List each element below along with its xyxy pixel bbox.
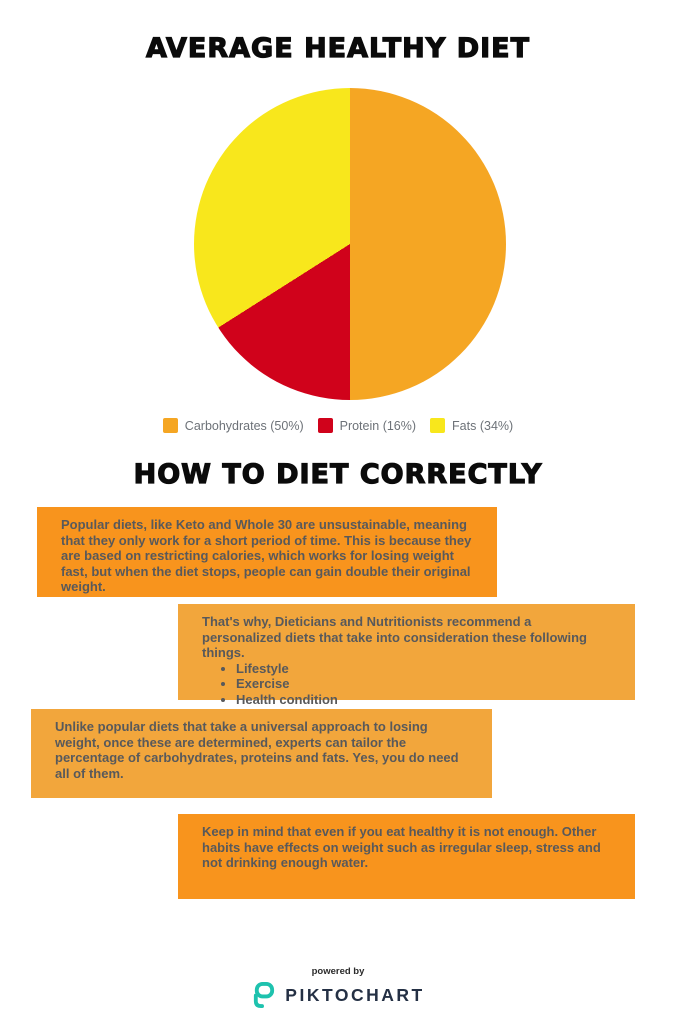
pie-chart [194, 88, 506, 400]
text-block-paragraph: Popular diets, like Keto and Whole 30 ar… [61, 517, 472, 594]
legend-label: Protein (16%) [339, 418, 417, 433]
piktochart-icon [251, 981, 276, 1010]
text-block-paragraph: That's why, Dieticians and Nutritionists… [202, 614, 587, 660]
text-block-other-habits: Keep in mind that even if you eat health… [178, 814, 635, 899]
bullet-item: Health condition [236, 692, 611, 708]
bullet-item: Exercise [236, 676, 611, 692]
legend-item: Protein (16%) [317, 418, 417, 433]
text-block-personalized-diets: That's why, Dieticians and Nutritionists… [178, 604, 635, 707]
text-block-paragraph: Unlike popular diets that take a univers… [55, 719, 459, 781]
legend-swatch-icon [317, 418, 333, 433]
text-block-popular-diets: Popular diets, like Keto and Whole 30 ar… [37, 507, 497, 597]
piktochart-logo: PIKTOCHART [0, 981, 676, 1010]
page-title: AVERAGE HEALTHY DIET [145, 32, 531, 64]
text-block-paragraph: Keep in mind that even if you eat health… [202, 824, 601, 870]
section-title: HOW TO DIET CORRECTLY [133, 458, 543, 490]
legend-item: Fats (34%) [430, 418, 513, 433]
legend-swatch-icon [430, 418, 446, 433]
text-block-universal-approach: Unlike popular diets that take a univers… [31, 709, 492, 798]
legend-swatch-icon [162, 418, 178, 433]
legend-label: Carbohydrates (50%) [184, 418, 304, 433]
legend-item: Carbohydrates (50%) [162, 418, 304, 433]
bullet-item: Lifestyle [236, 661, 611, 677]
bullet-list: LifestyleExerciseHealth condition [202, 661, 611, 708]
powered-by-label: powered by [311, 966, 365, 977]
piktochart-wordmark: PIKTOCHART [285, 985, 425, 1005]
pie-legend: Carbohydrates (50%) Protein (16%) Fats (34… [0, 418, 676, 433]
legend-label: Fats (34%) [452, 418, 514, 433]
